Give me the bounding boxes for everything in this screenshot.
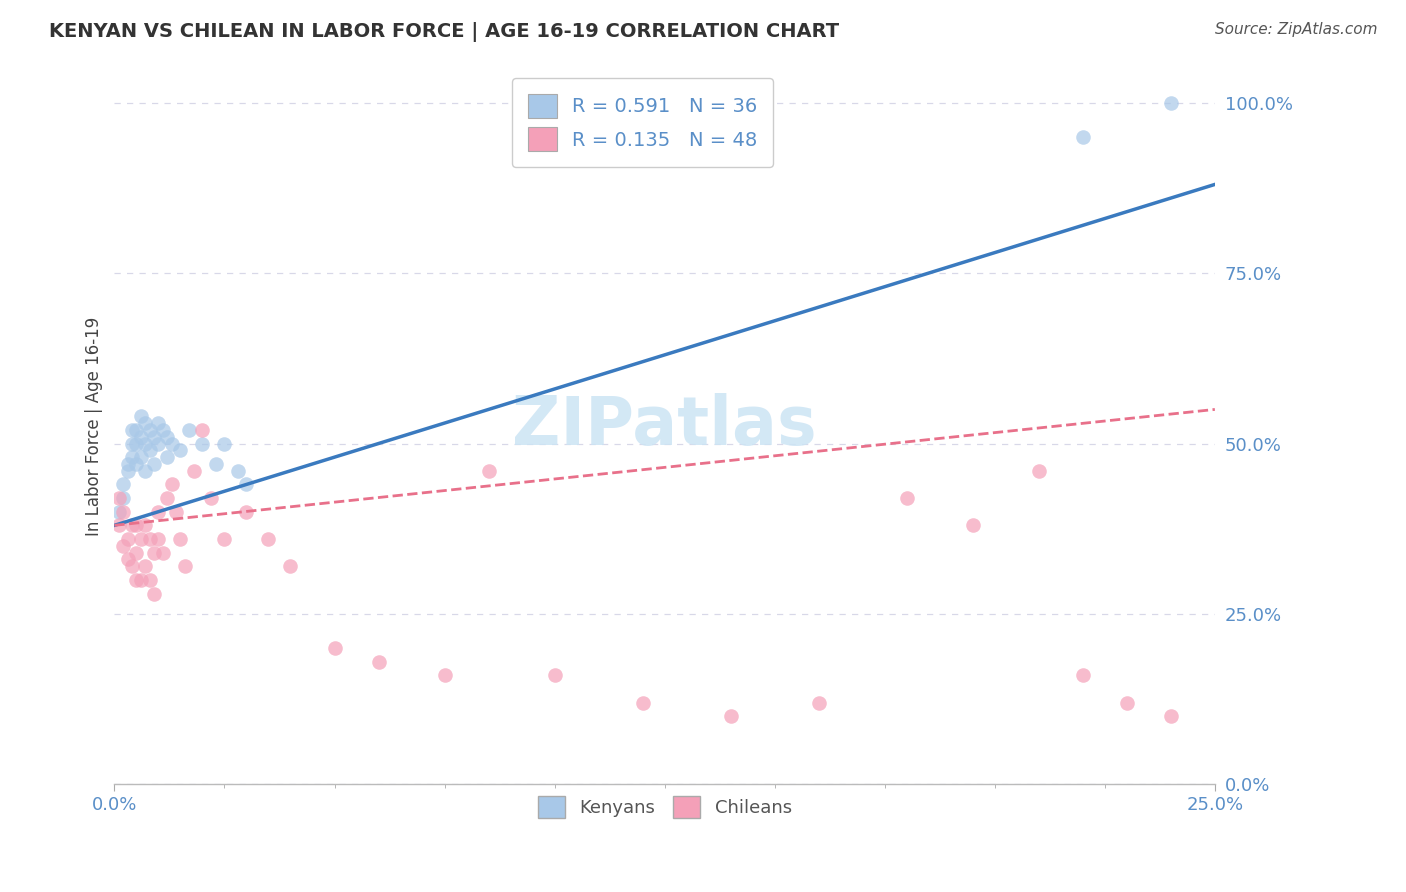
Point xyxy=(235,505,257,519)
Point xyxy=(148,436,170,450)
Point xyxy=(121,423,143,437)
Point xyxy=(134,464,156,478)
Point xyxy=(807,696,830,710)
Point xyxy=(433,668,456,682)
Point xyxy=(165,505,187,519)
Point xyxy=(125,573,148,587)
Point xyxy=(156,430,179,444)
Point xyxy=(125,457,148,471)
Point xyxy=(235,477,257,491)
Point xyxy=(117,532,139,546)
Point xyxy=(117,552,139,566)
Point xyxy=(121,518,143,533)
Point xyxy=(173,559,195,574)
Point xyxy=(148,416,170,430)
Point xyxy=(367,655,389,669)
Point xyxy=(962,518,984,533)
Point xyxy=(125,546,148,560)
Point xyxy=(543,668,565,682)
Legend: Kenyans, Chileans: Kenyans, Chileans xyxy=(530,789,799,825)
Point xyxy=(129,430,152,444)
Point xyxy=(125,436,148,450)
Point xyxy=(129,573,152,587)
Point xyxy=(125,518,148,533)
Point xyxy=(134,518,156,533)
Point xyxy=(896,491,918,505)
Point xyxy=(134,416,156,430)
Point xyxy=(143,546,166,560)
Text: Source: ZipAtlas.com: Source: ZipAtlas.com xyxy=(1215,22,1378,37)
Point xyxy=(191,423,214,437)
Point xyxy=(1071,668,1094,682)
Point xyxy=(323,641,346,656)
Point xyxy=(117,464,139,478)
Point xyxy=(138,423,160,437)
Point xyxy=(631,696,654,710)
Point xyxy=(477,464,499,478)
Point xyxy=(112,491,135,505)
Point xyxy=(152,546,174,560)
Point xyxy=(112,539,135,553)
Point xyxy=(191,436,214,450)
Point xyxy=(125,423,148,437)
Point xyxy=(160,436,183,450)
Point xyxy=(183,464,205,478)
Point xyxy=(129,409,152,424)
Point xyxy=(179,423,201,437)
Point xyxy=(169,532,191,546)
Point xyxy=(138,532,160,546)
Point xyxy=(117,457,139,471)
Point xyxy=(121,436,143,450)
Point xyxy=(108,505,131,519)
Point xyxy=(129,450,152,465)
Point xyxy=(280,559,302,574)
Point xyxy=(148,532,170,546)
Point xyxy=(1028,464,1050,478)
Point xyxy=(143,430,166,444)
Point xyxy=(720,709,742,723)
Point xyxy=(169,443,191,458)
Point xyxy=(108,518,131,533)
Point xyxy=(143,586,166,600)
Point xyxy=(1071,129,1094,144)
Point xyxy=(156,491,179,505)
Point xyxy=(160,477,183,491)
Text: ZIPatlas: ZIPatlas xyxy=(512,393,817,459)
Point xyxy=(148,505,170,519)
Point xyxy=(200,491,222,505)
Point xyxy=(1160,95,1182,110)
Point xyxy=(138,443,160,458)
Point xyxy=(138,573,160,587)
Point xyxy=(156,450,179,465)
Point xyxy=(121,450,143,465)
Point xyxy=(121,559,143,574)
Point xyxy=(134,559,156,574)
Point xyxy=(143,457,166,471)
Point xyxy=(214,436,236,450)
Point xyxy=(152,423,174,437)
Point xyxy=(226,464,249,478)
Point xyxy=(204,457,226,471)
Point xyxy=(1115,696,1137,710)
Point xyxy=(214,532,236,546)
Point xyxy=(112,477,135,491)
Y-axis label: In Labor Force | Age 16-19: In Labor Force | Age 16-19 xyxy=(86,317,103,536)
Point xyxy=(129,532,152,546)
Point xyxy=(112,505,135,519)
Point xyxy=(257,532,280,546)
Point xyxy=(108,491,131,505)
Text: KENYAN VS CHILEAN IN LABOR FORCE | AGE 16-19 CORRELATION CHART: KENYAN VS CHILEAN IN LABOR FORCE | AGE 1… xyxy=(49,22,839,42)
Point xyxy=(134,436,156,450)
Point xyxy=(1160,709,1182,723)
